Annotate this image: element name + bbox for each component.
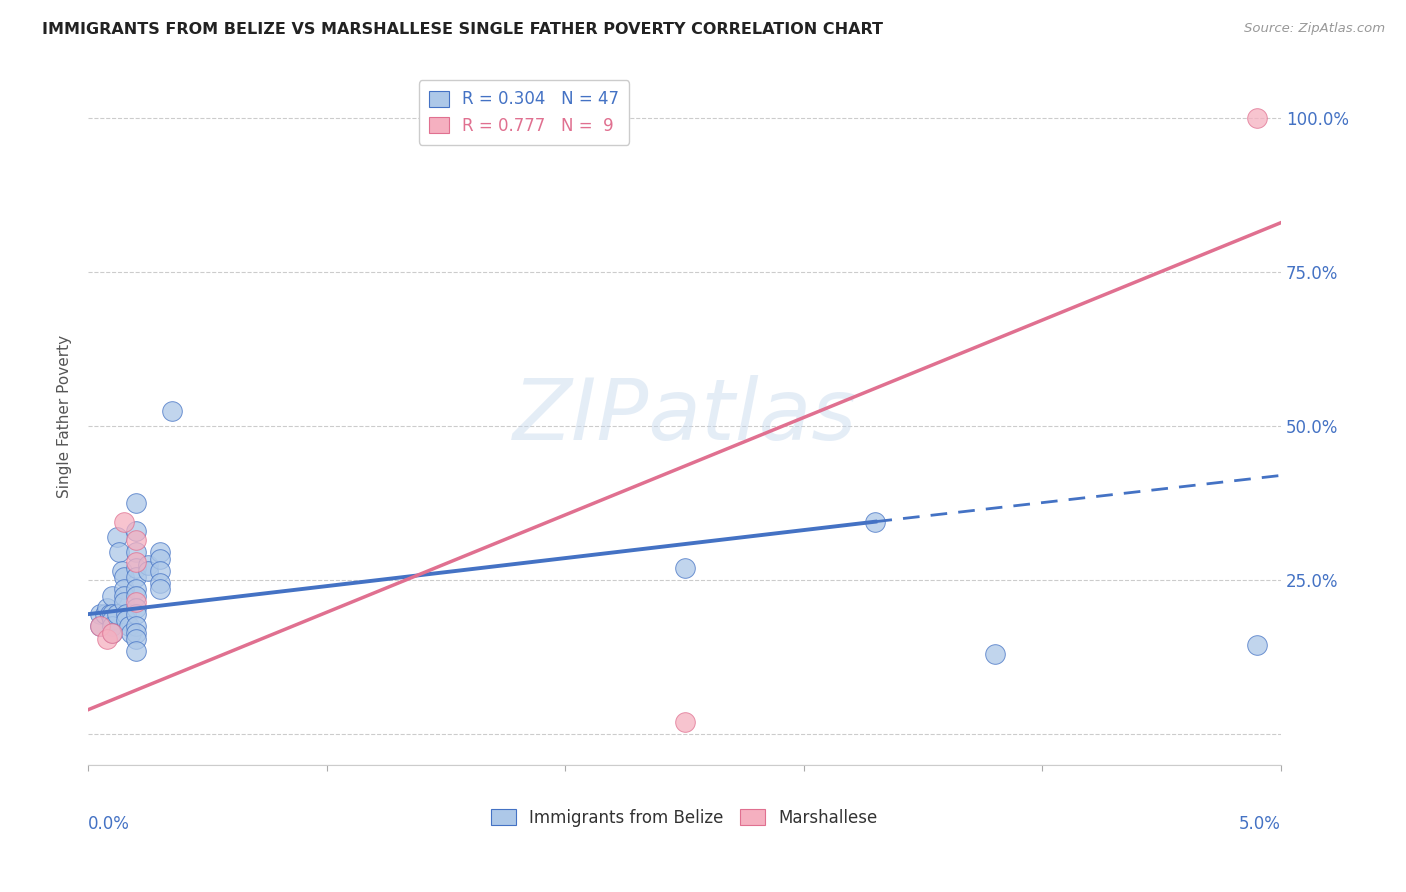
- Point: [96, 632, 118, 646]
- Point: [101, 625, 124, 640]
- Point: [125, 533, 148, 548]
- Legend: Immigrants from Belize, Marshallese: Immigrants from Belize, Marshallese: [485, 802, 884, 833]
- Text: 0.0%: 0.0%: [89, 814, 129, 832]
- Point: [101, 589, 124, 603]
- Point: [125, 607, 148, 621]
- Point: [149, 545, 172, 559]
- Point: [125, 570, 148, 584]
- Point: [101, 625, 124, 640]
- Point: [112, 595, 135, 609]
- Point: [149, 551, 172, 566]
- Point: [110, 564, 132, 578]
- Point: [125, 595, 148, 609]
- Text: ZIPatlas: ZIPatlas: [512, 376, 856, 458]
- Point: [112, 515, 135, 529]
- Point: [89, 607, 111, 621]
- Point: [125, 619, 148, 633]
- Point: [125, 625, 148, 640]
- Point: [125, 524, 148, 538]
- Point: [112, 582, 135, 597]
- Point: [115, 613, 138, 627]
- Point: [101, 619, 124, 633]
- Point: [118, 619, 141, 633]
- Point: [98, 607, 121, 621]
- Text: Source: ZipAtlas.com: Source: ZipAtlas.com: [1244, 22, 1385, 36]
- Point: [101, 613, 124, 627]
- Point: [125, 601, 148, 615]
- Point: [125, 582, 148, 597]
- Point: [115, 607, 138, 621]
- Text: IMMIGRANTS FROM BELIZE VS MARSHALLESE SINGLE FATHER POVERTY CORRELATION CHART: IMMIGRANTS FROM BELIZE VS MARSHALLESE SI…: [42, 22, 883, 37]
- Point: [136, 558, 159, 572]
- Point: [125, 644, 148, 658]
- Point: [1246, 638, 1268, 652]
- Point: [125, 496, 148, 510]
- Text: 5.0%: 5.0%: [1239, 814, 1281, 832]
- Point: [983, 647, 1005, 661]
- Point: [865, 515, 887, 529]
- Point: [94, 607, 117, 621]
- Point: [89, 619, 111, 633]
- Point: [125, 589, 148, 603]
- Point: [136, 564, 159, 578]
- Point: [149, 576, 172, 591]
- Point: [149, 582, 172, 597]
- Point: [108, 545, 131, 559]
- Point: [125, 561, 148, 575]
- Point: [105, 530, 128, 544]
- Y-axis label: Single Father Poverty: Single Father Poverty: [58, 335, 72, 499]
- Point: [89, 619, 111, 633]
- Point: [120, 625, 142, 640]
- Point: [125, 545, 148, 559]
- Point: [125, 555, 148, 569]
- Point: [96, 601, 118, 615]
- Point: [673, 714, 696, 729]
- Point: [673, 561, 696, 575]
- Point: [101, 607, 124, 621]
- Point: [112, 589, 135, 603]
- Point: [160, 403, 183, 417]
- Point: [125, 632, 148, 646]
- Point: [105, 607, 128, 621]
- Point: [1246, 111, 1268, 125]
- Point: [112, 570, 135, 584]
- Point: [149, 564, 172, 578]
